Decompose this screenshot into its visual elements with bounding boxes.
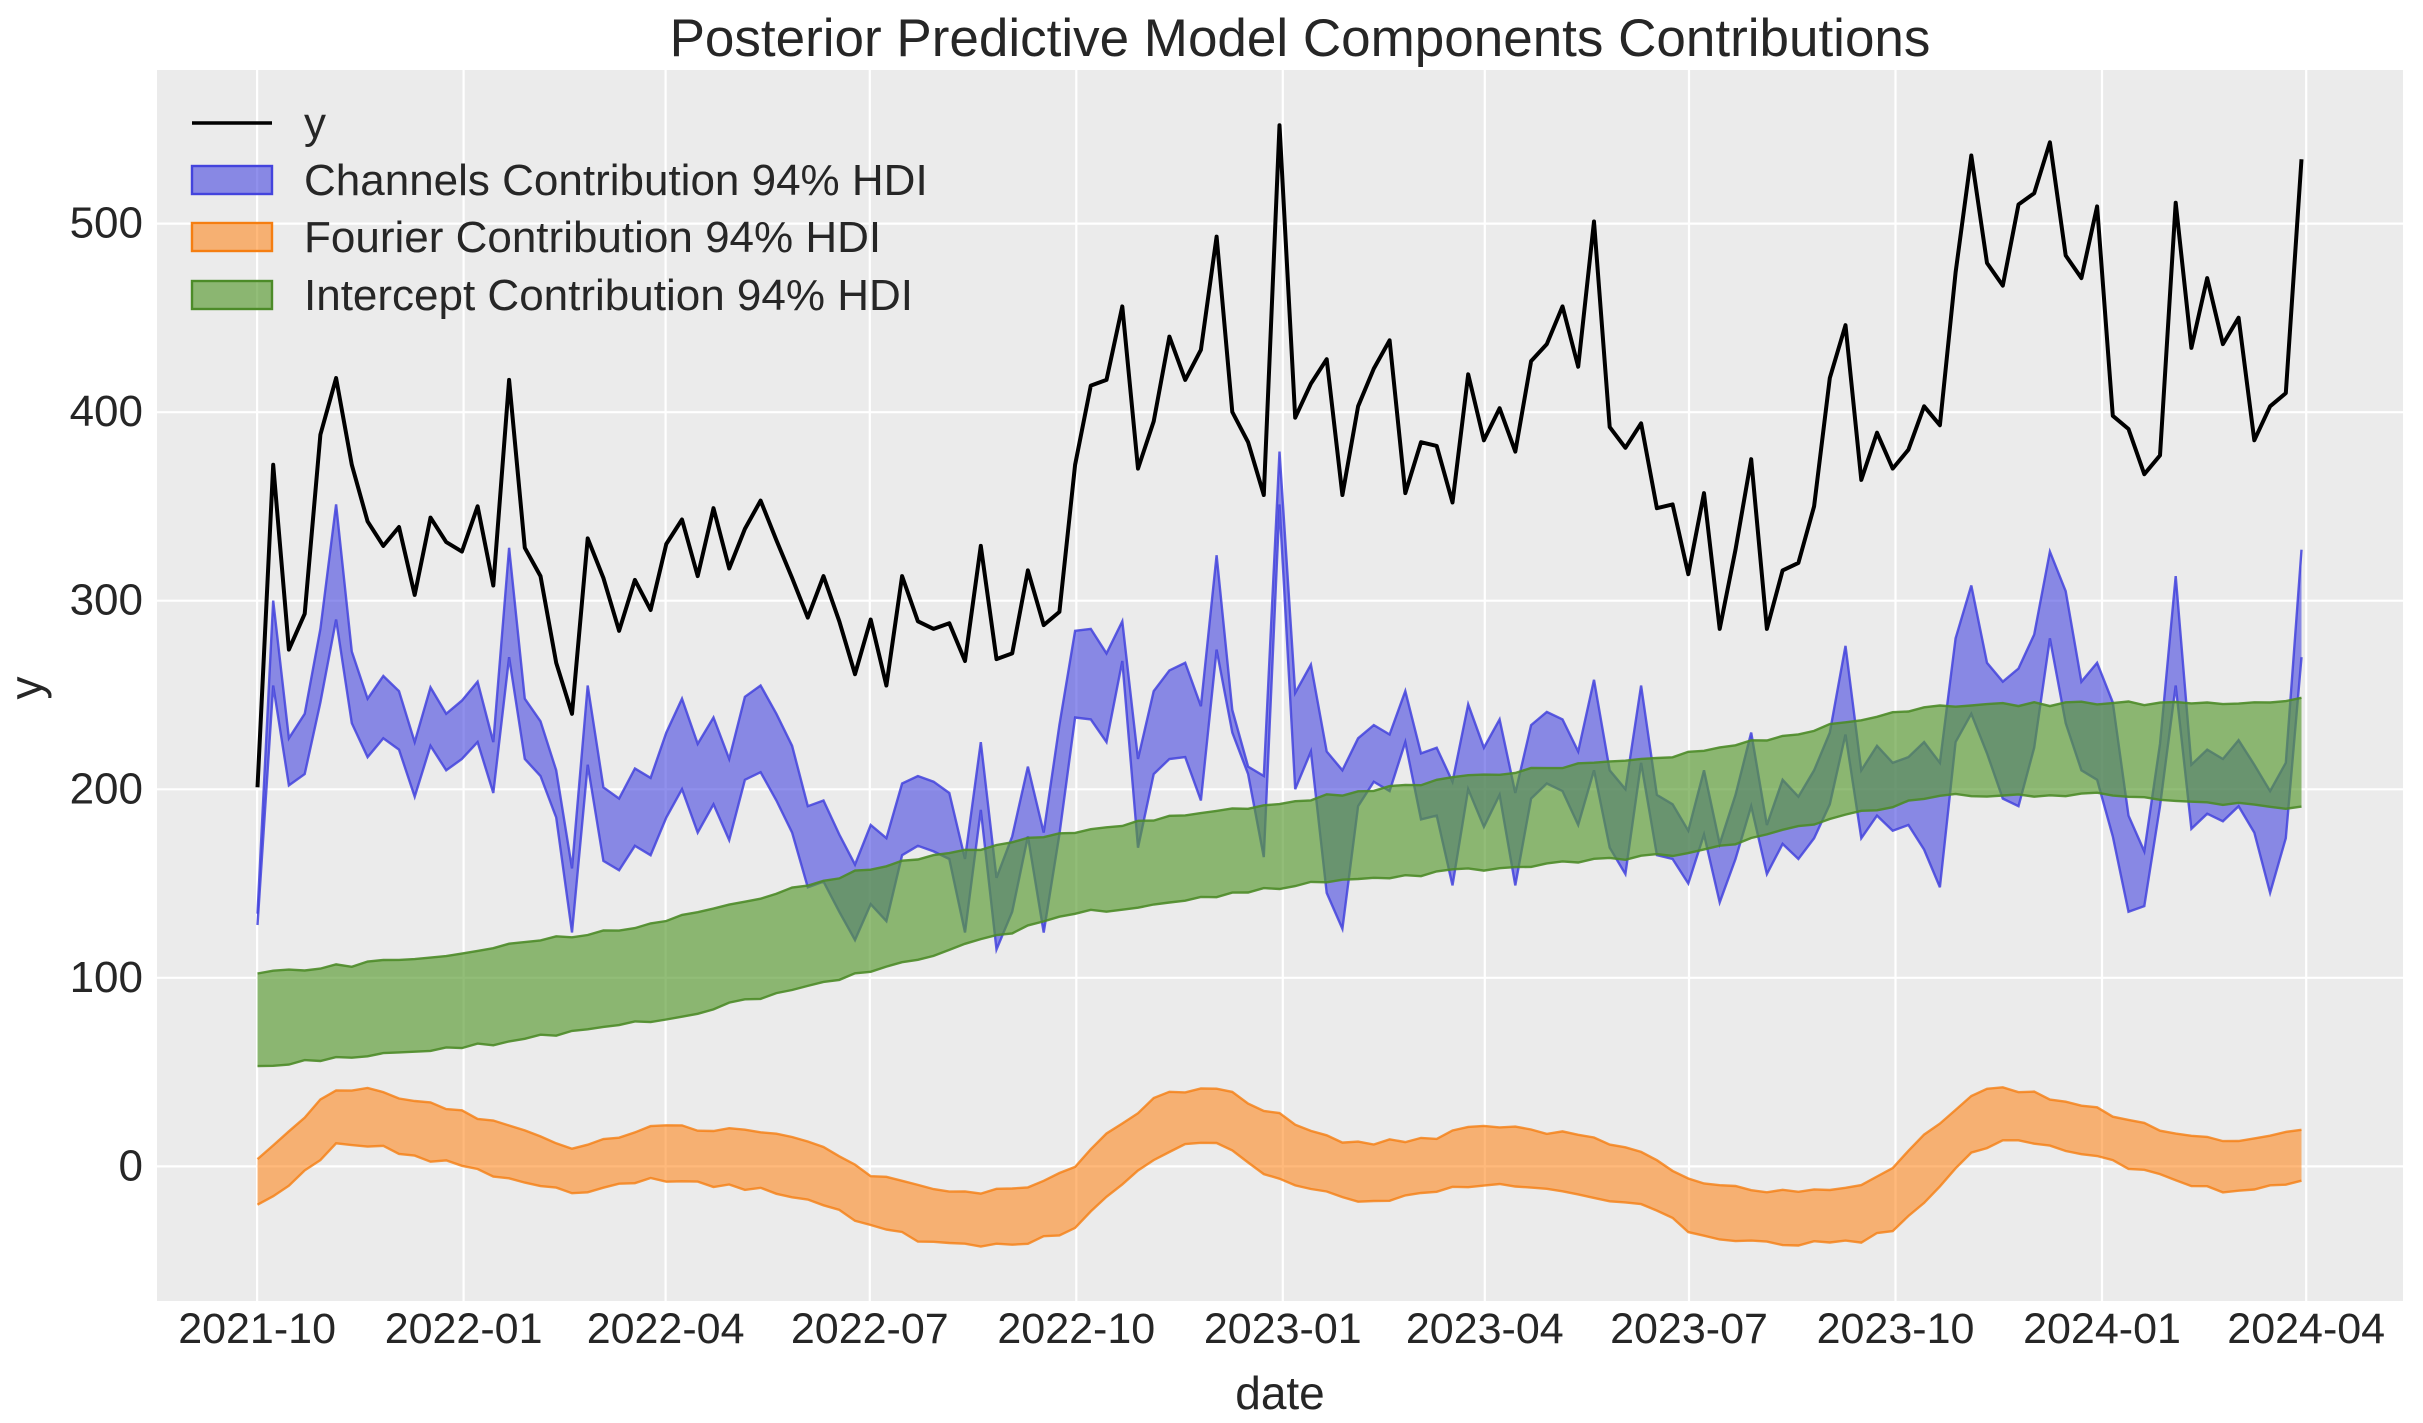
- svg-text:2022-10: 2022-10: [997, 1305, 1155, 1353]
- svg-text:Intercept Contribution 94% HDI: Intercept Contribution 94% HDI: [304, 271, 913, 320]
- svg-text:Posterior Predictive Model Com: Posterior Predictive Model Components Co…: [670, 9, 1931, 68]
- svg-text:2023-01: 2023-01: [1204, 1305, 1362, 1353]
- svg-text:0: 0: [119, 1141, 143, 1190]
- svg-text:2023-04: 2023-04: [1406, 1305, 1564, 1353]
- svg-text:2023-10: 2023-10: [1817, 1305, 1975, 1353]
- svg-text:100: 100: [70, 953, 143, 1002]
- svg-text:2021-10: 2021-10: [178, 1305, 336, 1353]
- svg-text:2024-01: 2024-01: [2023, 1305, 2181, 1353]
- svg-text:y: y: [0, 677, 52, 700]
- svg-text:300: 300: [70, 576, 143, 625]
- svg-text:date: date: [1235, 1367, 1325, 1419]
- svg-text:2023-07: 2023-07: [1610, 1305, 1768, 1353]
- svg-text:Channels Contribution 94% HDI: Channels Contribution 94% HDI: [304, 156, 928, 205]
- svg-text:2022-07: 2022-07: [791, 1305, 949, 1353]
- svg-text:200: 200: [70, 764, 143, 813]
- svg-text:500: 500: [70, 199, 143, 248]
- svg-text:2022-04: 2022-04: [587, 1305, 745, 1353]
- svg-text:2022-01: 2022-01: [385, 1305, 543, 1353]
- svg-text:y: y: [304, 99, 326, 148]
- svg-text:Fourier Contribution 94% HDI: Fourier Contribution 94% HDI: [304, 213, 881, 262]
- svg-text:400: 400: [70, 387, 143, 436]
- svg-text:2024-04: 2024-04: [2227, 1305, 2385, 1353]
